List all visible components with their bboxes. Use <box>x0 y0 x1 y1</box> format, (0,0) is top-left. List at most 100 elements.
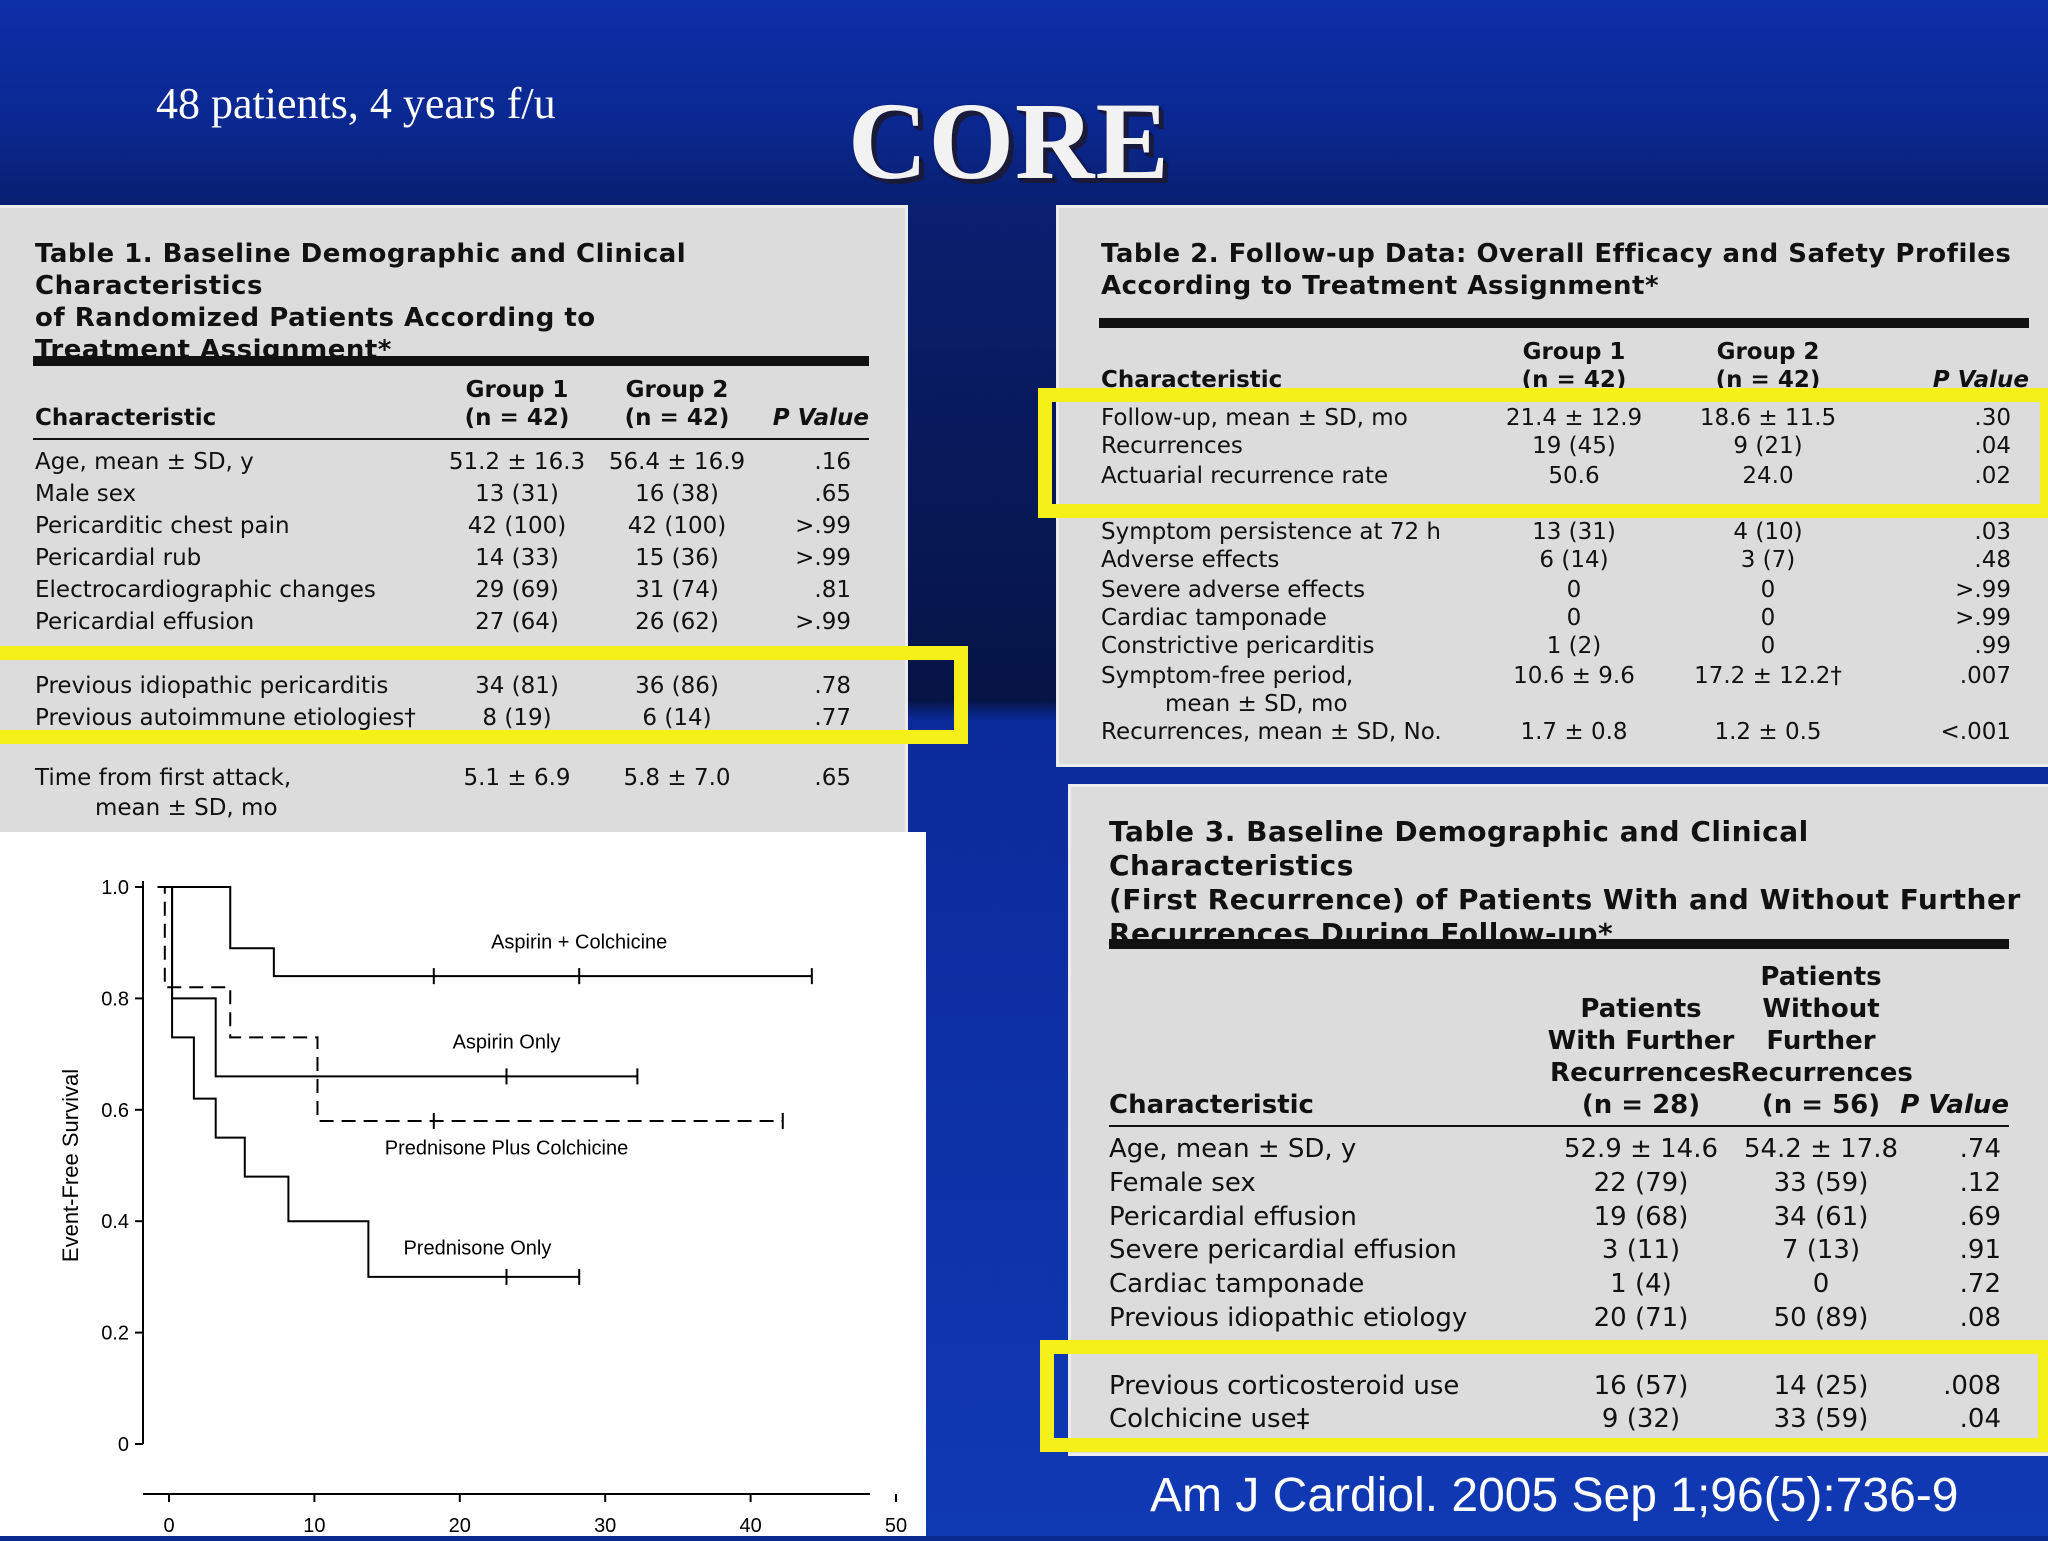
t2-row-label: Recurrences, mean ± SD, No. <box>1101 719 1442 745</box>
t1-row-p: .81 <box>814 577 851 603</box>
t2-row-g1: 19 (45) <box>1532 433 1616 459</box>
series-label: Aspirin + Colchicine <box>491 931 667 953</box>
t1-row-g2: 36 (86) <box>635 673 719 699</box>
series-line-prednisone-colchicine <box>157 886 783 1122</box>
t1-row-p: .78 <box>814 673 851 699</box>
x-tick-label: 30 <box>594 1515 616 1536</box>
series-label: Prednisone Only <box>403 1238 551 1260</box>
table3-top-rule <box>1109 939 2009 949</box>
t3-row-c1: 52.9 ± 14.6 <box>1563 1134 1719 1164</box>
table3-caption: Table 3. Baseline Demographic and Clinic… <box>1109 815 2048 951</box>
t1-row-g1: 27 (64) <box>475 609 559 635</box>
caption-line: (First Recurrence) of Patients With and … <box>1109 883 2021 916</box>
t1-row-g1: 13 (31) <box>475 481 559 507</box>
t1-row-g2: 15 (36) <box>635 545 719 571</box>
t2-row-p: >.99 <box>1955 605 2011 631</box>
t2-row-g1: 1 (2) <box>1546 633 1602 659</box>
t3-row-label: Colchicine use‡ <box>1109 1404 1310 1434</box>
t2-row-p: .30 <box>1974 405 2011 431</box>
t1-row-g1: 42 (100) <box>467 513 567 539</box>
t2-row-g2: 0 <box>1760 605 1776 631</box>
table1-panel: Table 1. Baseline Demographic and Clinic… <box>0 205 908 841</box>
t2-row-g2: 17.2 ± 12.2† <box>1694 663 1842 689</box>
t3-header-p: P Value <box>1900 1090 2009 1120</box>
t1-row-g2: 16 (38) <box>635 481 719 507</box>
km-plot: 0 0.2 0.4 0.6 0.8 1.0 0 10 20 30 40 50 Event-Free Su… <box>58 877 907 1537</box>
t3-row-c2: 0 <box>1812 1269 1830 1299</box>
t2-row-g1: 1.7 ± 0.8 <box>1520 719 1628 745</box>
t2-row-g2: 1.2 ± 0.5 <box>1714 719 1822 745</box>
t3-row-label: Severe pericardial effusion <box>1109 1235 1457 1265</box>
t2-row-label: Actuarial recurrence rate <box>1101 463 1389 489</box>
t3-row-c1: 16 (57) <box>1593 1371 1689 1401</box>
t2-row-g1: 0 <box>1566 577 1582 603</box>
t1-row-p: .16 <box>814 449 851 475</box>
t3-row-p: .69 <box>1959 1202 2001 1232</box>
t1-row-label: Pericarditic chest pain <box>35 513 290 539</box>
header-line: Recurrences <box>1731 1058 1913 1088</box>
t3-row-c2: 33 (59) <box>1773 1404 1869 1434</box>
t3-header-characteristic: Characteristic <box>1109 1090 1314 1120</box>
t2-row-p: >.99 <box>1955 577 2011 603</box>
t2-row-label: Symptom persistence at 72 h <box>1101 519 1442 545</box>
caption-line: Table 3. Baseline Demographic and Clinic… <box>1109 815 1809 882</box>
table2-panel: Table 2. Follow-up Data: Overall Efficac… <box>1056 205 2048 767</box>
y-tick-label: 1.0 <box>101 877 129 899</box>
t1-row-label: Previous autoimmune etiologies† <box>35 705 416 731</box>
t1-row-g2: 5.8 ± 7.0 <box>623 765 731 791</box>
t2-row-label: Recurrences <box>1101 433 1243 459</box>
t2-row-g1: 21.4 ± 12.9 <box>1505 405 1643 431</box>
series-label: Aspirin Only <box>453 1032 561 1054</box>
t3-row-label: Previous idiopathic etiology <box>1109 1303 1468 1333</box>
t2-row-p: .007 <box>1959 663 2011 689</box>
t2-row-p: .03 <box>1974 519 2011 545</box>
t3-row-label: Age, mean ± SD, y <box>1109 1134 1357 1164</box>
t3-row-p: .74 <box>1959 1134 2001 1164</box>
t1-row-p: .65 <box>814 481 851 507</box>
t3-row-c1: 3 (11) <box>1601 1235 1681 1265</box>
t2-row-label: Adverse effects <box>1101 547 1280 573</box>
y-tick-label: 0 <box>118 1434 129 1456</box>
t1-row-p: .77 <box>814 705 851 731</box>
header-line: (n = 42) <box>464 405 570 431</box>
title-band <box>0 0 2048 205</box>
t1-row-label: Time from first attack, <box>35 765 292 791</box>
t2-row-g2: 18.6 ± 11.5 <box>1699 405 1837 431</box>
t2-row-g2: 9 (21) <box>1733 433 1803 459</box>
t3-header-c1: Patients With Further Recurrences (n = 2… <box>1541 993 1741 1121</box>
t1-row-g1: 29 (69) <box>475 577 559 603</box>
series-label: Prednisone Plus Colchicine <box>385 1137 628 1159</box>
t2-row-g1: 13 (31) <box>1532 519 1616 545</box>
t3-row-c1: 22 (79) <box>1593 1168 1689 1198</box>
t2-row-p: .99 <box>1974 633 2011 659</box>
x-tick-label: 10 <box>303 1515 325 1536</box>
t1-row-p: >.99 <box>795 545 851 571</box>
t1-row-g1: 34 (81) <box>475 673 559 699</box>
t3-row-c1: 9 (32) <box>1601 1404 1681 1434</box>
t3-row-p: .12 <box>1959 1168 2001 1198</box>
y-tick-label: 0.2 <box>101 1323 129 1345</box>
t3-row-c2: 14 (25) <box>1773 1371 1869 1401</box>
x-tick-label: 50 <box>885 1515 907 1536</box>
t1-row-label2: mean ± SD, mo <box>95 795 278 821</box>
t2-row-g2: 0 <box>1760 577 1776 603</box>
t2-row-g2: 3 (7) <box>1740 547 1796 573</box>
caption-line: of Randomized Patients According to <box>35 303 596 333</box>
t1-row-g2: 56.4 ± 16.9 <box>608 449 746 475</box>
t2-row-label: Follow-up, mean ± SD, mo <box>1101 405 1408 431</box>
t3-row-p: .72 <box>1959 1269 2001 1299</box>
slide-subtitle: 48 patients, 4 years f/u <box>156 79 556 128</box>
header-line: Group 1 <box>465 377 569 403</box>
t2-row-g1: 6 (14) <box>1539 547 1609 573</box>
t1-row-g1: 51.2 ± 16.3 <box>448 449 586 475</box>
y-tick-label: 0.4 <box>101 1211 129 1233</box>
t2-row-g2: 24.0 <box>1742 463 1794 489</box>
t1-row-label: Pericardial rub <box>35 545 202 571</box>
t3-row-c2: 34 (61) <box>1773 1202 1869 1232</box>
header-line: Patients <box>1760 962 1882 992</box>
t2-row-g1: 50.6 <box>1548 463 1600 489</box>
t2-row-p: .02 <box>1974 463 2011 489</box>
highlight-box-table1 <box>0 646 968 744</box>
t3-row-c2: 7 (13) <box>1781 1235 1861 1265</box>
table1-top-rule <box>33 356 869 366</box>
